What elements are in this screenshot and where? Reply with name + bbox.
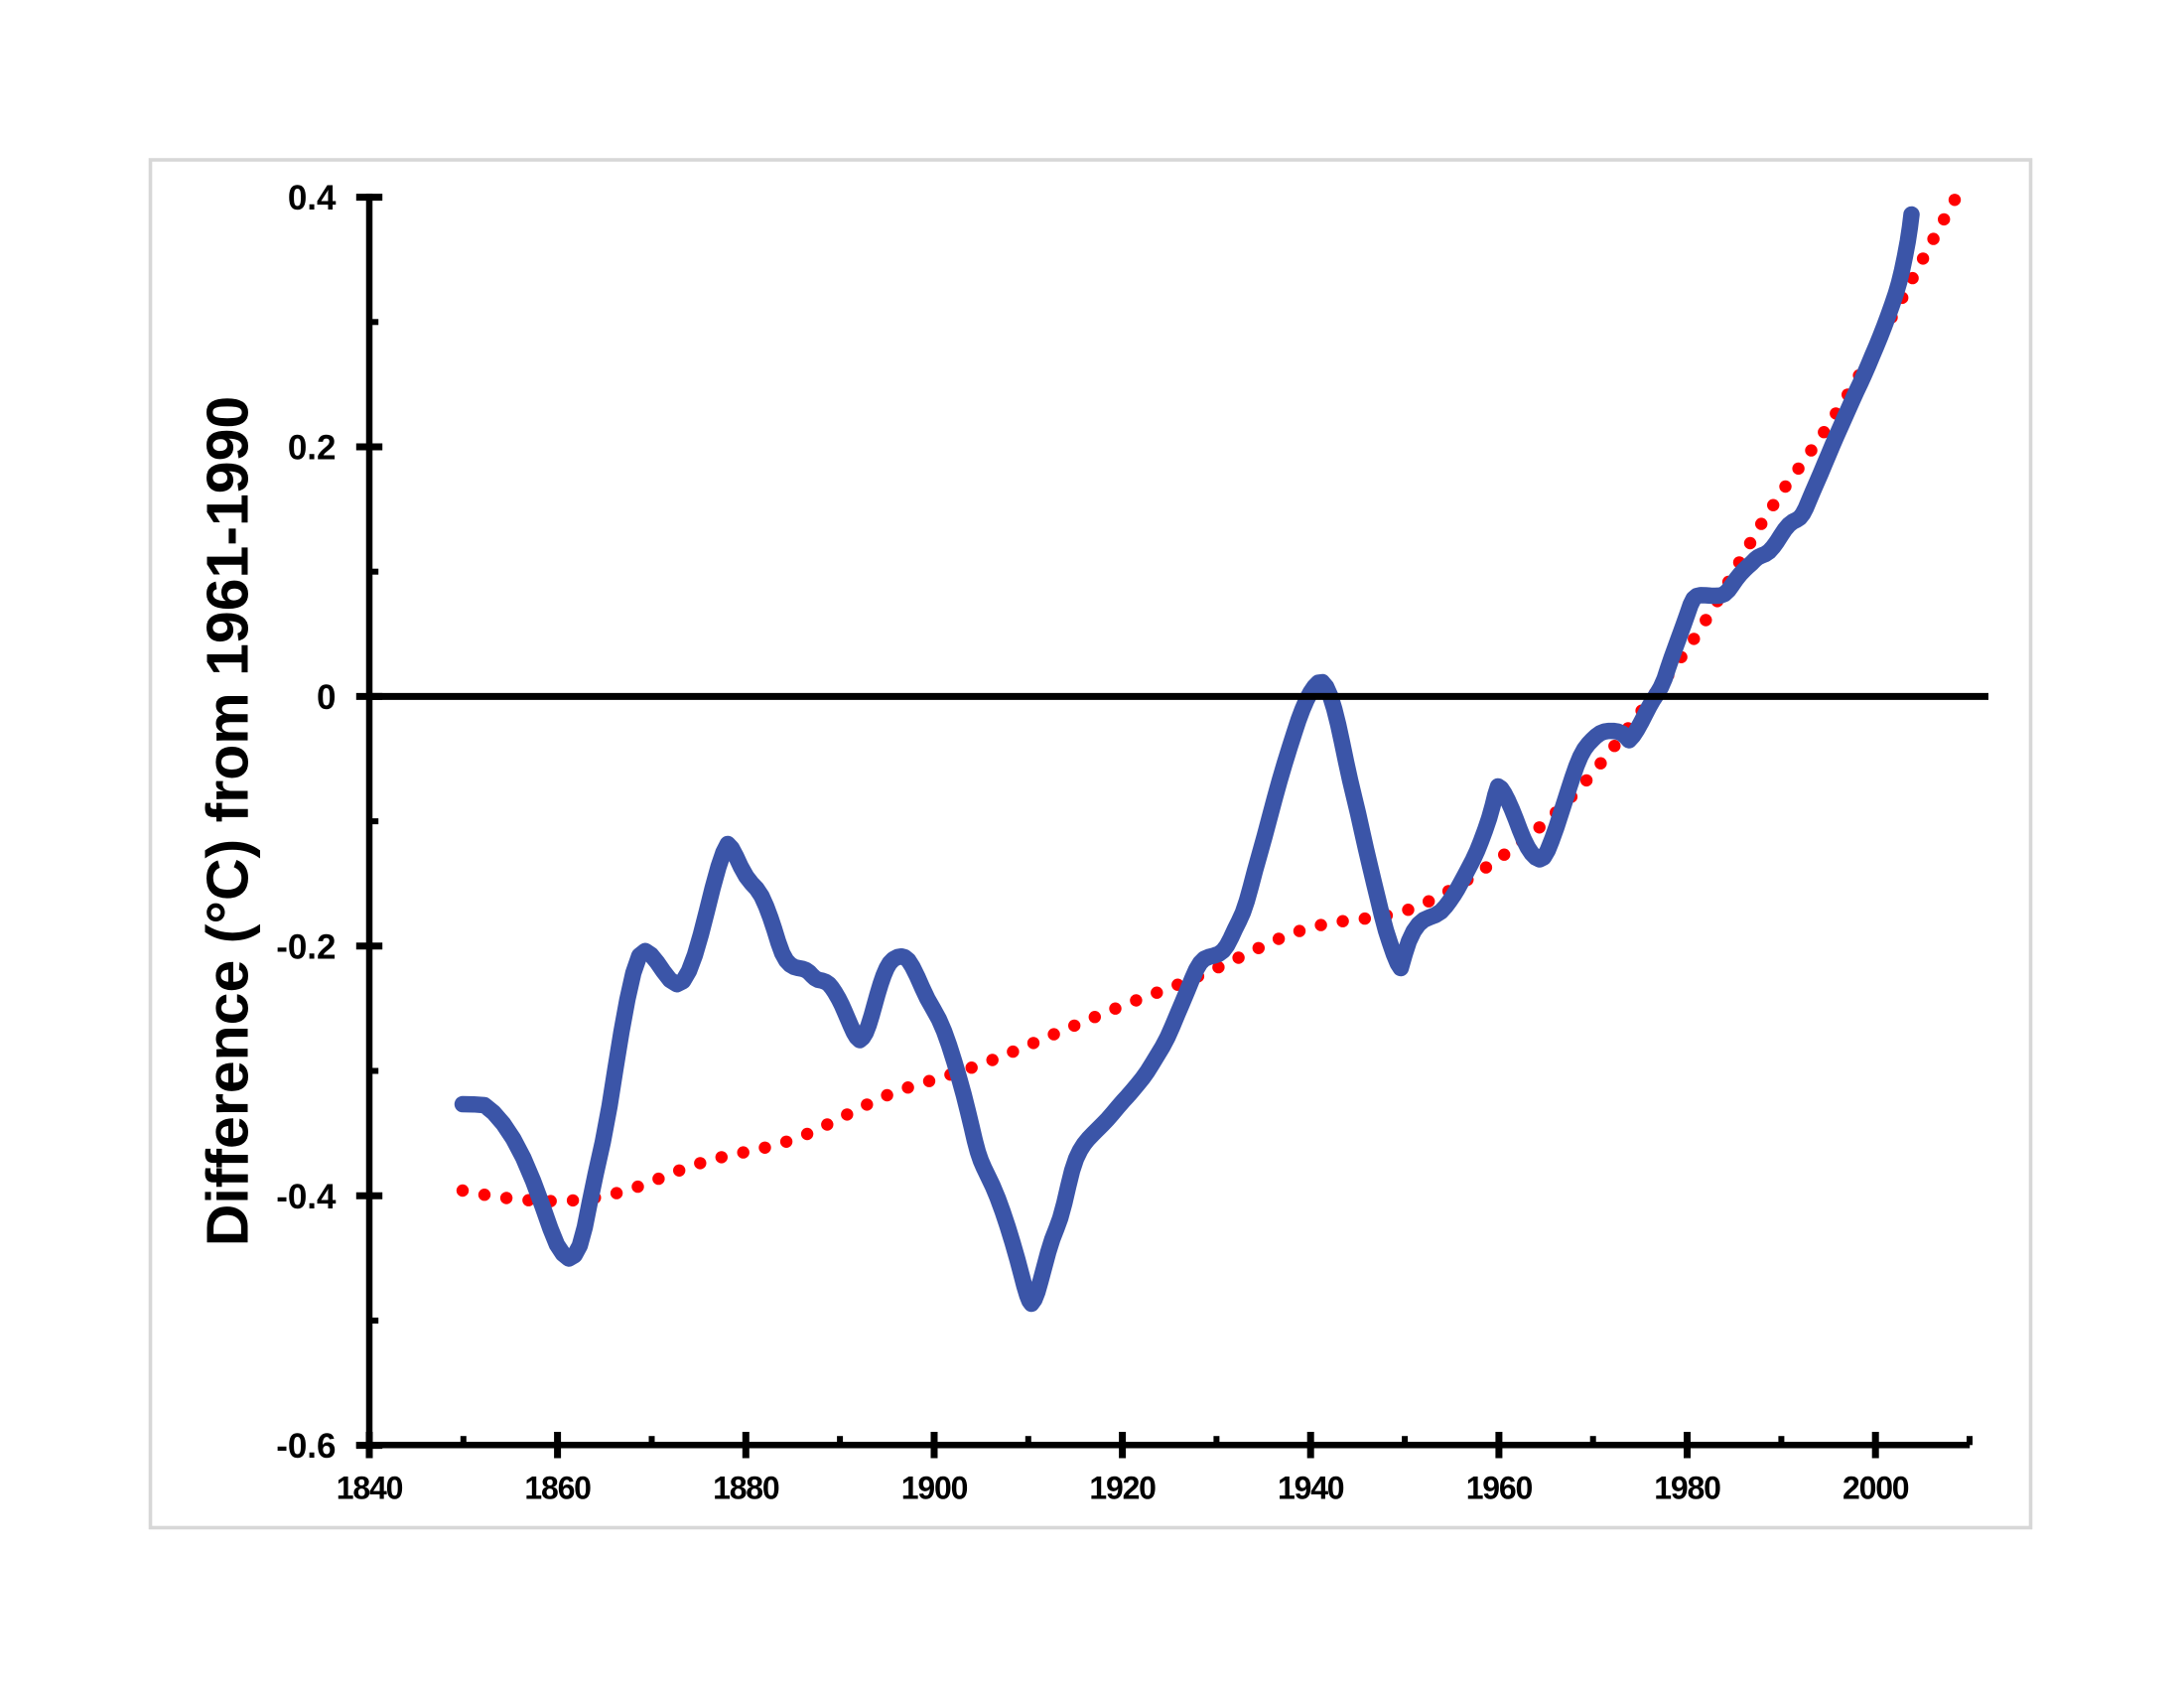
svg-text:-0.6: -0.6 xyxy=(276,1427,336,1466)
svg-text:0.4: 0.4 xyxy=(288,179,337,217)
svg-text:Difference (°C) from 1961-1990: Difference (°C) from 1961-1990 xyxy=(195,396,260,1246)
svg-text:2000: 2000 xyxy=(1843,1471,1909,1506)
svg-text:1920: 1920 xyxy=(1089,1471,1156,1506)
svg-text:1860: 1860 xyxy=(524,1471,591,1506)
svg-text:-0.4: -0.4 xyxy=(276,1178,337,1216)
svg-text:1900: 1900 xyxy=(901,1471,968,1506)
svg-text:0: 0 xyxy=(317,678,336,717)
svg-text:0.2: 0.2 xyxy=(288,429,337,468)
svg-text:1880: 1880 xyxy=(713,1471,779,1506)
svg-text:1960: 1960 xyxy=(1466,1471,1533,1506)
svg-text:1980: 1980 xyxy=(1654,1471,1720,1506)
svg-text:-0.2: -0.2 xyxy=(276,927,336,966)
svg-text:1940: 1940 xyxy=(1278,1471,1344,1506)
svg-text:1840: 1840 xyxy=(337,1471,403,1506)
